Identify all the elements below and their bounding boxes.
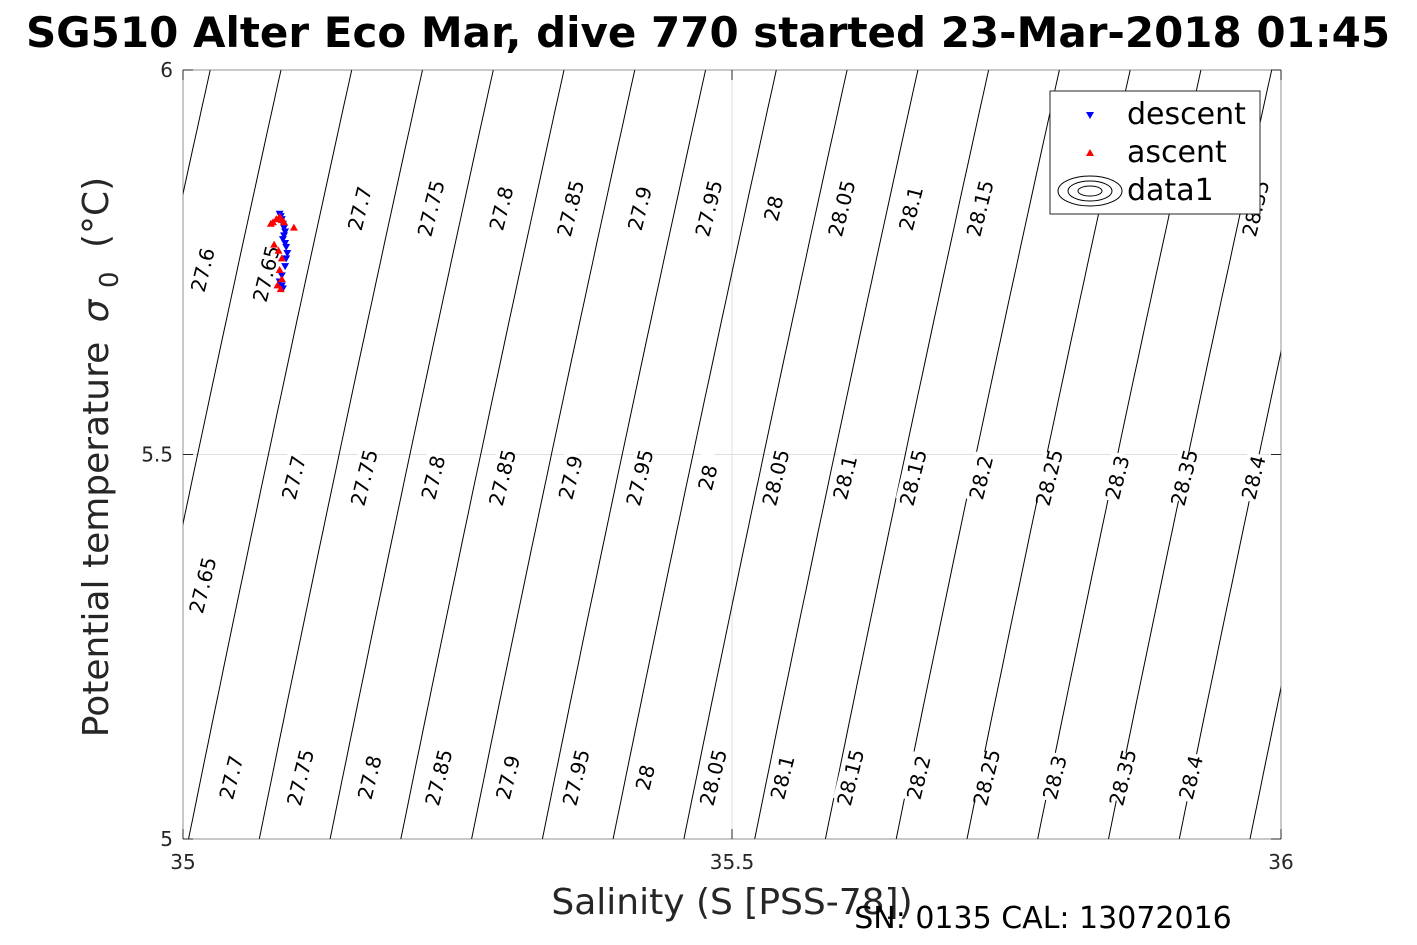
x-axis-label: Salinity (S [PSS-78]) [551,882,912,923]
ascent-point [274,246,283,254]
legend-contour-icon [1057,175,1123,207]
y-axis-label-text: Potential temperature [76,342,117,737]
legend-box [1049,90,1261,215]
contour-line [754,70,919,839]
contour-line [329,70,494,839]
y-axis-label-unit: (°C) [76,177,117,248]
descent-point [280,224,289,232]
legend: descent ascent data1 [1049,90,1261,215]
contour-line [824,70,990,839]
ascent-point [280,218,289,226]
descent-point [281,263,290,271]
ascent-point [277,254,286,262]
descent-point [280,232,289,240]
contour-line [188,70,353,839]
y-tick-label: 5 [160,827,173,851]
contour-line [400,70,565,839]
contour-line [0,70,139,839]
descent-point [282,243,291,251]
contour-label: 28 [627,751,663,804]
contour-line [471,70,636,839]
contour-label: 28.3 [1037,751,1073,804]
descent-point [282,255,291,263]
contour-label: 27.8 [352,751,388,804]
legend-data1-label: data1 [1127,173,1214,208]
ascent-point [277,275,286,283]
contour-label: 28.1 [827,451,863,504]
legend-ascent-label: ascent [1127,135,1227,170]
ascent-point [289,223,298,231]
ascent-point [273,281,282,289]
y-axis-label-sigma: σ [76,298,117,322]
ascent-point [275,265,284,273]
ascent-point [270,240,279,248]
contour-line [1249,685,1281,839]
descent-point [283,250,292,258]
contour-line [183,70,282,527]
svg-text:Potential temperature σ: Potential temperature σ 0 (°C) [76,177,127,737]
y-tick-label: 5.5 [141,443,173,467]
x-tick-label: 35.5 [710,850,755,874]
y-axis-label: Potential temperature σ 0 (°C) [76,177,127,737]
contour-label: 27.7 [342,182,378,235]
footer-serial: SN: 0135 CAL: 13072016 [854,901,1232,936]
x-tick-label: 35 [170,850,195,874]
contour-line [541,70,707,839]
contour-label: 28 [756,182,792,235]
x-tick-label: 36 [1268,850,1293,874]
contour-line [683,70,848,839]
y-axis-label-subscript: 0 [95,271,125,288]
contour-label-text: 28 [631,762,660,793]
descent-point [281,240,290,248]
y-tick-label: 6 [160,58,173,82]
contour-label-text: 28 [759,193,788,224]
contour-line [258,70,423,839]
axis-ticks: 35 35.5 36 5 5.5 6 [141,58,1294,874]
chart-title: SG510 Alter Eco Mar, dive 770 started 23… [26,8,1390,57]
contour-line [612,70,777,839]
contour-label-text: 28 [693,462,722,493]
contour-label: 28 [690,451,726,504]
descent-point [281,228,290,236]
descent-point [278,236,287,244]
data-points [266,210,298,293]
contour-label: 27.8 [415,451,451,504]
legend-descent-label: descent [1127,97,1246,132]
legend-ascent-marker [1086,149,1094,156]
legend-descent-marker [1086,112,1094,119]
ascent-point [276,285,285,293]
